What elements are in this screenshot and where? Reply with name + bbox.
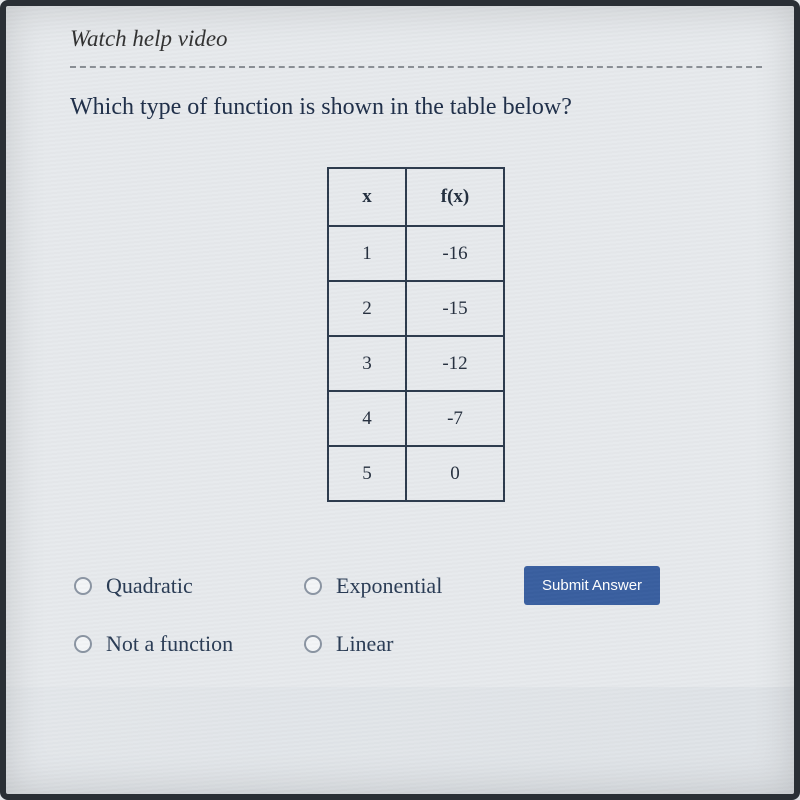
col-header-x: x (328, 168, 406, 226)
table-row: 3 -12 (328, 336, 504, 391)
option-label: Quadratic (106, 573, 193, 599)
cell-fx: -12 (406, 336, 504, 391)
option-linear[interactable]: Linear (304, 631, 524, 657)
cell-fx: -15 (406, 281, 504, 336)
option-exponential[interactable]: Exponential (304, 573, 524, 599)
radio-icon (74, 577, 92, 595)
option-label: Linear (336, 631, 393, 657)
table-row: 4 -7 (328, 391, 504, 446)
cell-fx: 0 (406, 446, 504, 501)
table-header-row: x f(x) (328, 168, 504, 226)
option-label: Exponential (336, 573, 442, 599)
cell-x: 5 (328, 446, 406, 501)
table-row: 1 -16 (328, 226, 504, 281)
cell-x: 4 (328, 391, 406, 446)
radio-icon (74, 635, 92, 653)
cell-x: 2 (328, 281, 406, 336)
option-label: Not a function (106, 631, 233, 657)
option-not-a-function[interactable]: Not a function (74, 631, 304, 657)
radio-icon (304, 577, 322, 595)
table-body: 1 -16 2 -15 3 -12 4 -7 5 0 (328, 226, 504, 501)
radio-icon (304, 635, 322, 653)
answer-options: Quadratic Exponential Submit Answer Not … (70, 566, 762, 657)
option-quadratic[interactable]: Quadratic (74, 573, 304, 599)
cell-fx: -7 (406, 391, 504, 446)
function-table: x f(x) 1 -16 2 -15 3 -12 4 (327, 167, 505, 502)
function-table-wrap: x f(x) 1 -16 2 -15 3 -12 4 (70, 167, 762, 502)
cell-x: 1 (328, 226, 406, 281)
question-text: Which type of function is shown in the t… (70, 94, 762, 121)
watch-help-video-link[interactable]: Watch help video (70, 26, 228, 52)
question-panel: Watch help video Which type of function … (0, 0, 800, 687)
col-header-fx: f(x) (406, 168, 504, 226)
cell-fx: -16 (406, 226, 504, 281)
submit-button[interactable]: Submit Answer (524, 566, 660, 605)
table-row: 5 0 (328, 446, 504, 501)
cell-x: 3 (328, 336, 406, 391)
divider (70, 66, 762, 68)
table-row: 2 -15 (328, 281, 504, 336)
